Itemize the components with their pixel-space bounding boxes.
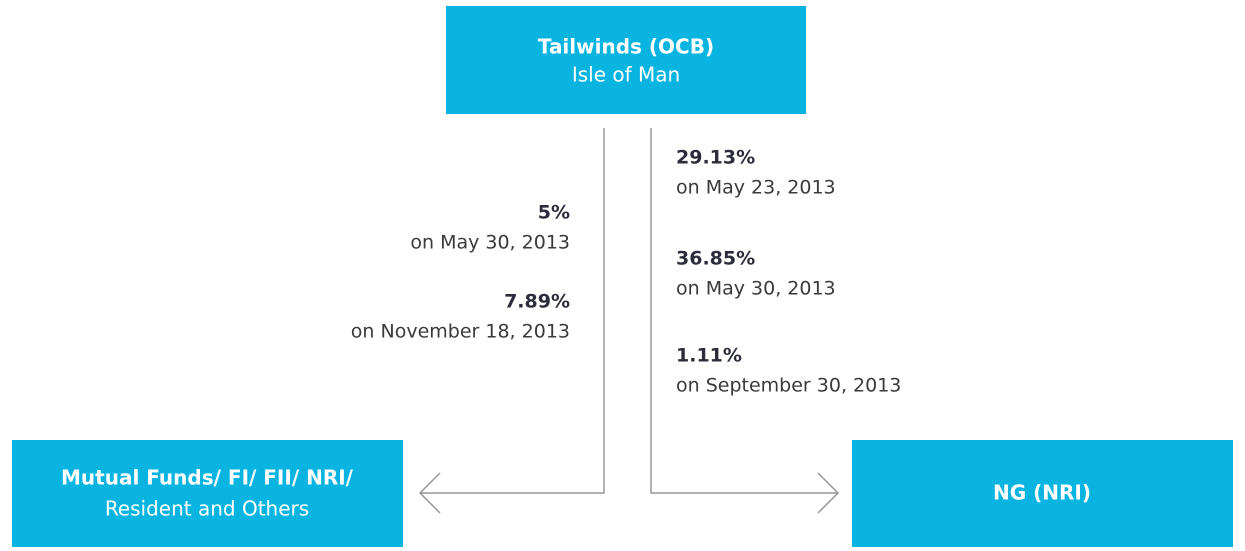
edge-date: on May 30, 2013 xyxy=(410,232,570,254)
node-title: Tailwinds (OCB) xyxy=(538,35,714,59)
connector xyxy=(650,128,838,494)
node-box xyxy=(12,440,403,547)
edge-share: 7.89% xyxy=(504,291,570,313)
arrowhead xyxy=(817,472,840,514)
edge-share: 5% xyxy=(538,202,570,224)
node-title: Mutual Funds/ FI/ FII/ NRI/ xyxy=(61,466,354,490)
node-subtitle: Resident and Others xyxy=(105,497,309,521)
connector xyxy=(420,128,605,494)
edge-date: on May 23, 2013 xyxy=(676,177,836,199)
edge-date: on September 30, 2013 xyxy=(676,375,901,397)
node-box xyxy=(446,6,806,114)
node-box xyxy=(852,440,1233,547)
arrowhead xyxy=(418,472,441,514)
edge-date: on November 18, 2013 xyxy=(351,321,570,343)
edge-share: 29.13% xyxy=(676,147,755,169)
edge-share: 36.85% xyxy=(676,248,755,270)
node-title: NG (NRI) xyxy=(993,481,1091,505)
edge-date: on May 30, 2013 xyxy=(676,278,836,300)
node-subtitle: Isle of Man xyxy=(572,63,680,87)
edge-share: 1.11% xyxy=(676,345,742,367)
